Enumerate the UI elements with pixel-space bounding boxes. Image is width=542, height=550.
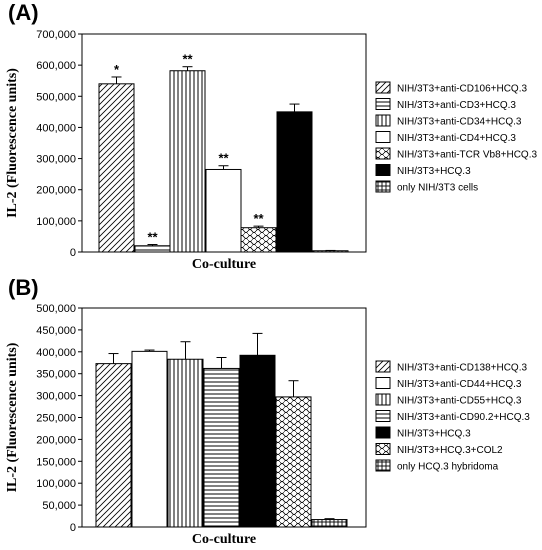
y-tick-label: 200,000 (36, 434, 76, 446)
legend-swatch (375, 393, 391, 406)
legend-swatch (375, 114, 391, 127)
y-axis-title: IL-2 (Fluorescence units) (5, 342, 20, 492)
legend-label: NIH/3T3+anti-TCR Vb8+HCQ.3 (397, 150, 537, 161)
legend-swatch (375, 410, 391, 422)
y-tick-label: 0 (70, 522, 76, 534)
y-tick-label: 100,000 (36, 216, 76, 228)
bar (205, 168, 242, 253)
legend: NIH/3T3+anti-CD138+HCQ.3 NIH/3T3+anti-CD4… (375, 360, 530, 473)
y-tick-label: 500,000 (36, 303, 76, 315)
legend-swatch (375, 164, 391, 176)
legend-label: only NIH/3T3 cells (397, 183, 478, 194)
y-tick-label: 50,000 (42, 500, 76, 512)
legend-swatch (375, 81, 391, 94)
bar (134, 245, 171, 253)
legend-label: NIH/3T3+HCQ.3 (397, 429, 471, 440)
legend-swatch (375, 459, 391, 472)
y-tick-label: 300,000 (36, 391, 76, 403)
y-tick-label: 150,000 (36, 456, 76, 468)
x-axis-title: Co-culture (192, 257, 256, 272)
significance-marker: ** (147, 230, 158, 245)
legend-label: NIH/3T3+anti-CD3+HCQ.3 (397, 100, 516, 111)
legend-label: NIH/3T3+anti-CD138+HCQ.3 (397, 363, 527, 374)
bar (131, 350, 168, 528)
y-tick-label: 500,000 (36, 91, 76, 103)
legend-label: NIH/3T3+anti-CD4+HCQ.3 (397, 133, 516, 144)
legend-swatch (375, 180, 391, 193)
legend-label: NIH/3T3+anti-CD34+HCQ.3 (397, 117, 522, 128)
bar (95, 363, 132, 528)
significance-marker: ** (182, 52, 193, 67)
x-axis-title: Co-culture (192, 532, 256, 547)
legend-swatch (375, 98, 391, 110)
legend-label: NIH/3T3+anti-CD106+HCQ.3 (397, 84, 527, 95)
significance-marker: ** (218, 151, 229, 166)
legend-swatch (375, 377, 391, 389)
legend-swatch (375, 147, 391, 160)
bar (167, 358, 204, 528)
significance-marker: ** (253, 211, 264, 226)
panels-layer: (A) 0 100,000 200,000 300,000 400,000 500,000 6… (5, 0, 537, 547)
bar (311, 519, 348, 528)
legend-swatch (375, 426, 391, 439)
y-tick-label: 100,000 (36, 478, 76, 490)
bar (203, 367, 240, 528)
bar (169, 70, 206, 253)
y-tick-label: 350,000 (36, 369, 76, 381)
panel-label: (A) (8, 0, 39, 25)
y-tick-label: 300,000 (36, 154, 76, 166)
y-tick-label: 0 (70, 247, 76, 259)
legend-swatch (375, 443, 391, 455)
bar (98, 83, 135, 253)
legend-swatch (375, 360, 391, 373)
y-tick-label: 450,000 (36, 325, 76, 337)
legend-label: NIH/3T3+HCQ.3 (397, 166, 471, 177)
chart-panel-a: (A) 0 100,000 200,000 300,000 400,000 500,000 6… (5, 0, 537, 272)
legend-label: NIH/3T3+HCQ.3+COL2 (397, 445, 503, 456)
legend-swatch (375, 131, 391, 143)
bar (240, 227, 277, 253)
bar (275, 396, 312, 528)
legend-label: NIH/3T3+anti-CD44+HCQ.3 (397, 379, 522, 390)
legend: NIH/3T3+anti-CD106+HCQ.3 NIH/3T3+anti-CD3… (375, 81, 537, 194)
bar (239, 354, 276, 528)
legend-label: NIH/3T3+anti-CD55+HCQ.3 (397, 396, 522, 407)
y-tick-label: 700,000 (36, 29, 76, 41)
panel-label: (B) (8, 275, 39, 300)
legend-label: NIH/3T3+anti-CD90.2+HCQ.3 (397, 412, 530, 423)
y-tick-label: 250,000 (36, 413, 76, 425)
y-axis-title: IL-2 (Fluorescence units) (5, 68, 20, 218)
y-tick-label: 600,000 (36, 60, 76, 72)
bar (276, 111, 313, 253)
significance-marker: * (114, 62, 120, 77)
chart-panel-b: (B) 0 50,000 100,000 150,000 200,000 250,000 30… (5, 275, 530, 547)
y-tick-label: 400,000 (36, 122, 76, 134)
y-tick-label: 200,000 (36, 185, 76, 197)
legend-label: only HCQ.3 hybridoma (397, 462, 499, 473)
y-tick-label: 400,000 (36, 347, 76, 359)
